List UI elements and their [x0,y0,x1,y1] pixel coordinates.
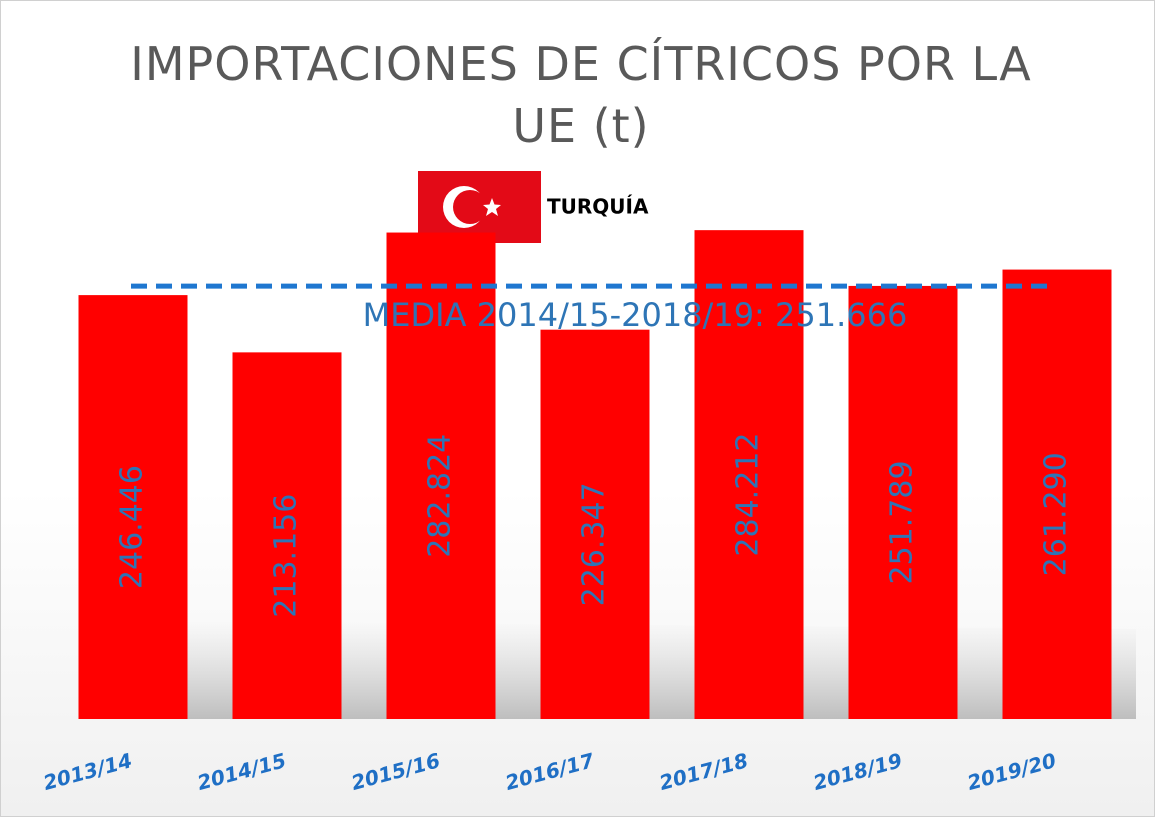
x-tick-label: 2015/16 [349,748,443,795]
bar [694,230,804,719]
legend-flag [418,171,541,243]
x-tick-label: 2019/20 [965,748,1059,795]
chart-title: IMPORTACIONES DE CÍTRICOS POR LA UE (t) [130,37,1032,153]
bar [1002,269,1112,719]
x-tick-label: 2014/15 [195,748,289,795]
x-tick-label: 2013/14 [41,748,135,795]
value-label: 284.212 [731,433,766,557]
value-label: 261.290 [1039,452,1074,576]
bar [848,285,958,719]
value-label: 282.824 [423,434,458,558]
mean-label: MEDIA 2014/15-2018/19: 251.666 [363,296,908,334]
x-tick-label: 2018/19 [811,748,905,795]
x-tick-label: 2016/17 [503,748,597,795]
value-label: 251.789 [885,460,920,584]
bar [78,295,188,719]
x-tick-label: 2017/18 [657,748,751,795]
bar [232,352,342,719]
bar [386,232,496,719]
value-label: 226.347 [577,482,612,606]
legend-label: TURQUÍA [547,195,649,219]
bar [540,329,650,719]
value-label: 213.156 [269,494,304,618]
value-label: 246.446 [115,465,150,589]
